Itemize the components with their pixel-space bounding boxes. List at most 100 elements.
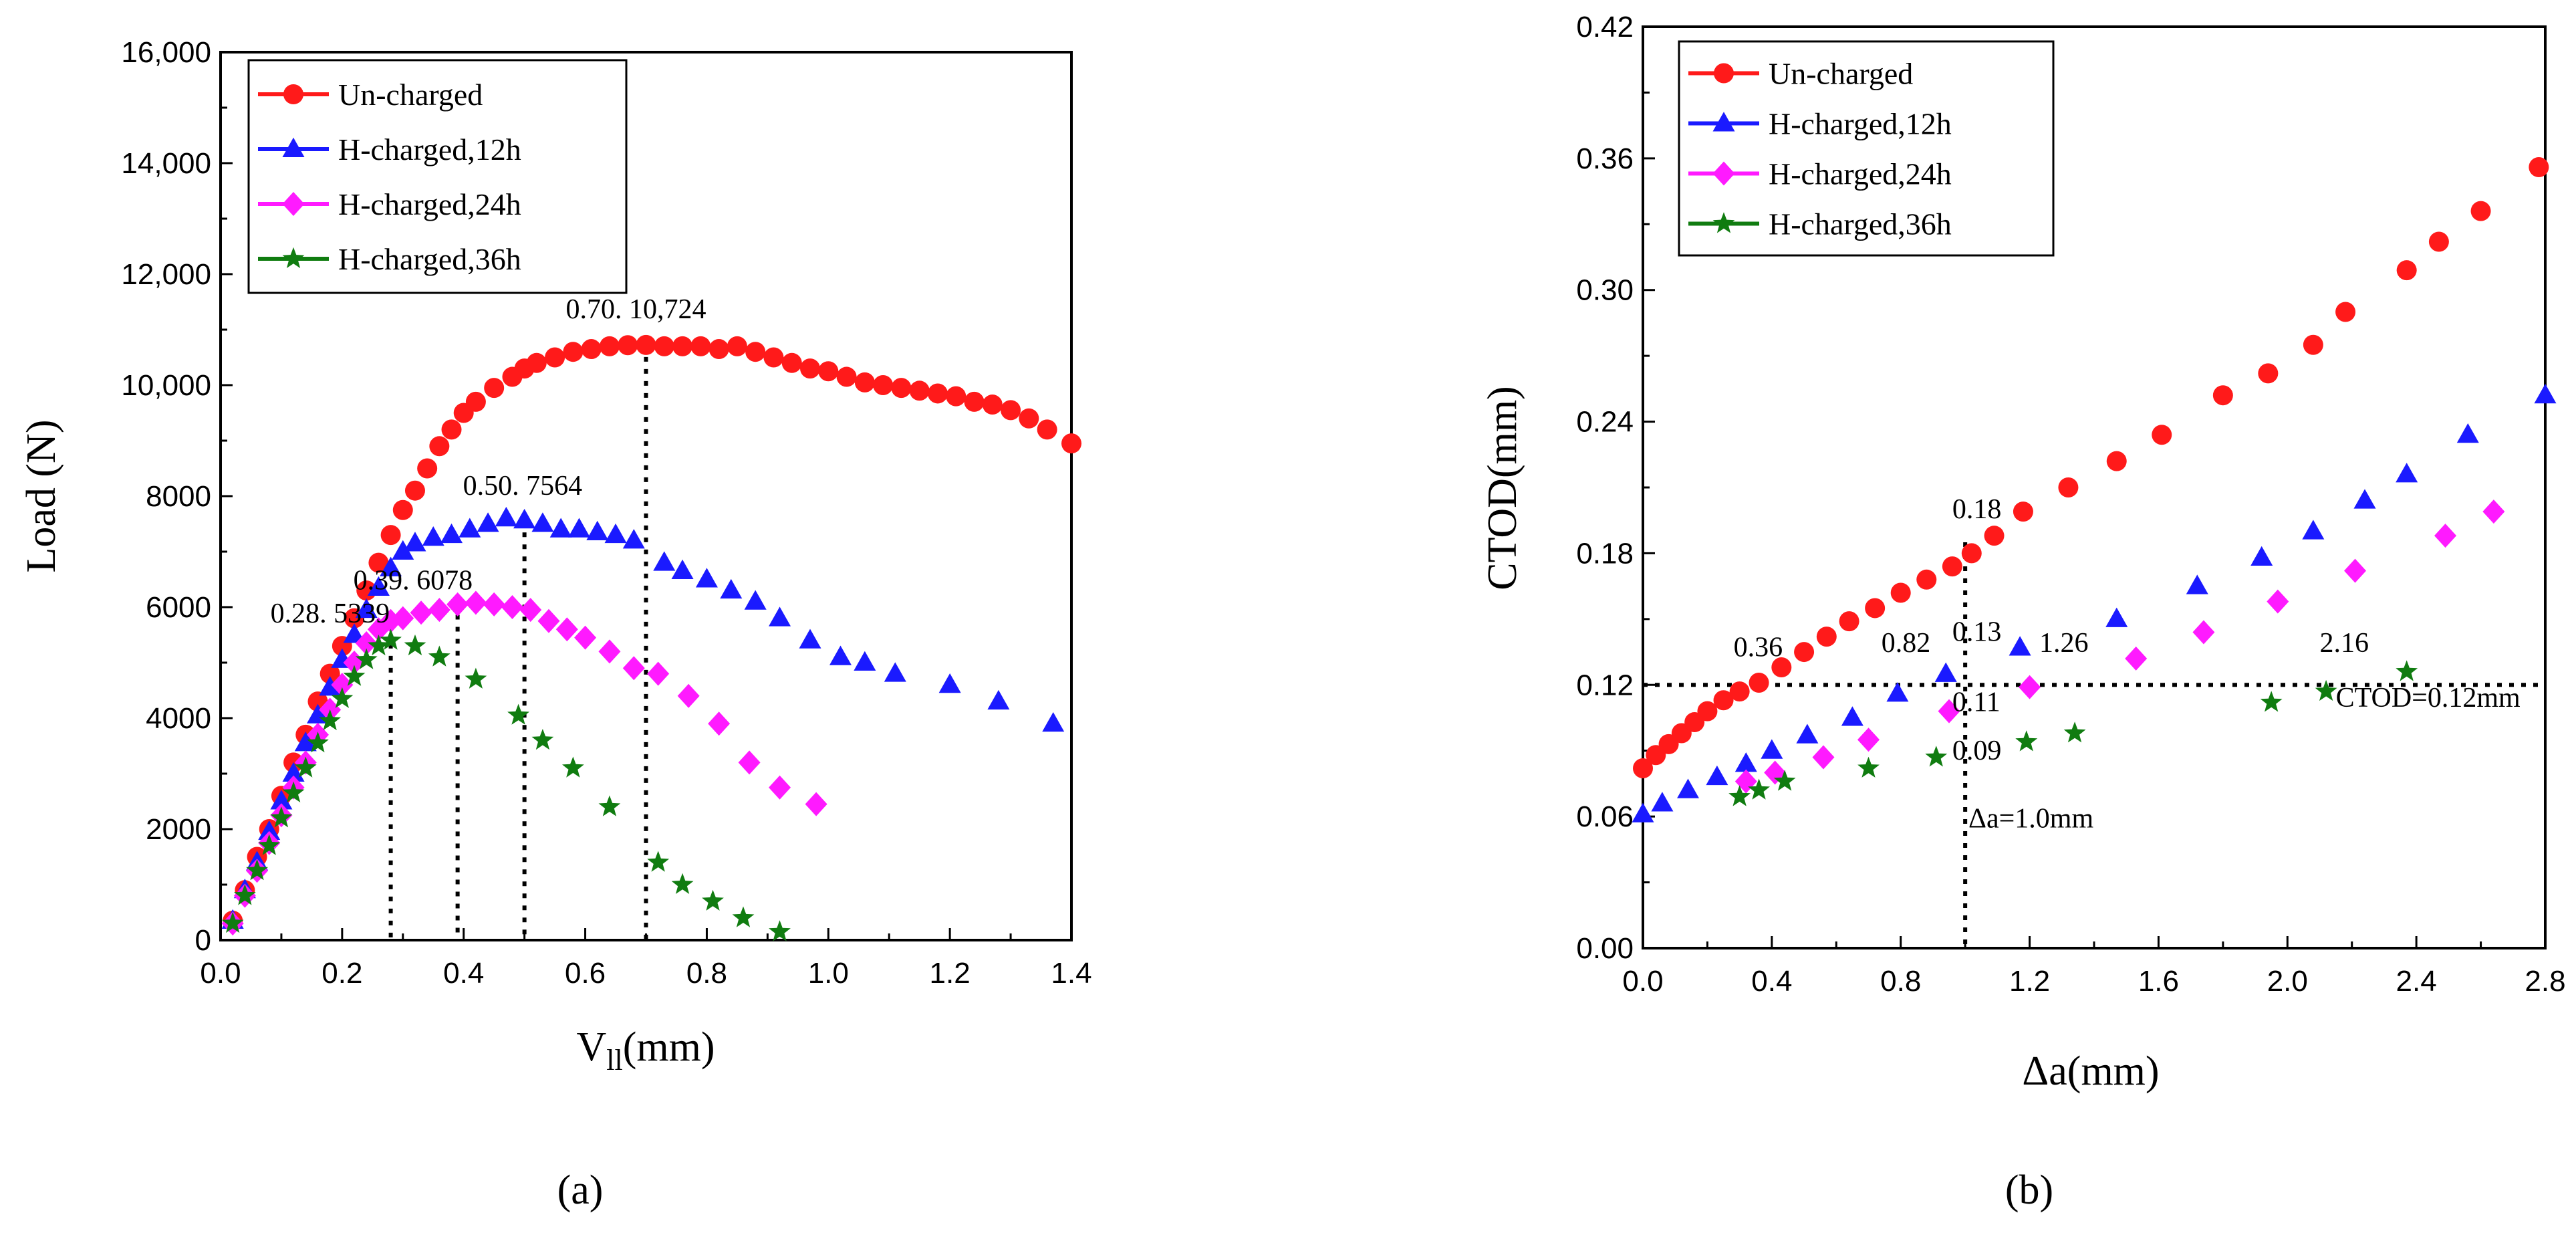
data-point [234,884,256,905]
panel-b-ctod-vs-crack-extension: 0.0 0.4 0.8 1.2 1.6 2.0 2.4 2.8 0.00 0.06 0.12 0.18… [1480,11,2566,1213]
data-point [1796,723,1819,744]
series-2 [1734,499,2505,794]
data-point [745,342,766,362]
data-point [738,750,761,775]
data-point [1984,526,2005,546]
legend-marker [1712,112,1735,132]
ctod-annotation: 0.18 [1952,494,2002,525]
data-point [1713,690,1734,711]
data-point [331,687,354,708]
data-point [799,629,821,649]
data-point [531,729,554,750]
data-point [428,598,450,623]
data-point [732,906,755,927]
data-point [618,335,638,356]
x-tick-label: 2.8 [2525,965,2565,998]
panel-label-b: (b) [2005,1167,2053,1213]
ctod-annotation: 0.82 [1882,628,1931,659]
data-point [1865,598,1886,619]
data-point [1761,739,1783,759]
data-point [2015,730,2038,752]
data-point [854,372,875,393]
data-point [1961,543,1982,564]
y-tick-label: 0.18 [1576,537,1634,570]
data-point [446,592,469,616]
data-point [392,606,414,631]
data-point [501,595,523,619]
data-point [1019,408,1039,429]
y-tick-label: 0.42 [1576,11,1634,43]
legend-box [1678,40,2055,257]
y-tick-label: 0.00 [1576,932,1634,965]
data-point [417,458,438,479]
data-point [763,347,784,368]
data-point [647,661,670,686]
legend-label: Un-charged [338,78,483,112]
data-point [1748,778,1770,800]
data-point [367,576,390,596]
data-point [2125,646,2148,671]
data-point [2470,201,2491,221]
data-point [805,792,827,816]
data-point [2212,385,2233,406]
data-point [574,625,597,650]
data-point [800,358,821,379]
data-point [270,790,293,810]
data-point [465,590,487,615]
ctod-annotation: 0.13 [1952,617,2002,648]
data-point [987,689,1010,710]
data-point [2192,620,2215,645]
data-point [380,525,401,546]
data-point [2013,501,2033,522]
data-point [355,648,378,669]
legend-marker [1712,212,1735,233]
ctod-annotation: CTOD=0.12mm [2336,683,2521,713]
data-point [598,639,621,664]
data-point [319,709,342,731]
data-point [2434,524,2457,548]
peak-annotation: 0.28. 5339 [271,598,390,629]
data-point [484,378,505,399]
data-point [708,711,731,736]
y-tick-label: 0.06 [1576,800,1634,833]
data-point [2105,607,2128,627]
data-point [246,859,268,881]
data-point [2396,463,2418,483]
series-0 [1633,156,2549,778]
data-point [441,419,462,440]
ctod-annotation: 0.09 [1952,736,2002,766]
data-point [2267,589,2289,614]
y-axis-title: CTOD(mm) [1480,386,1525,590]
data-point [1839,611,1859,632]
y-tick-label: 0.24 [1576,406,1634,439]
x-axis-title-unit: (mm) [623,1024,715,1070]
data-point [404,480,425,501]
peak-annotation: 0.39. 6078 [354,566,473,596]
data-point [440,523,463,544]
data-point [404,634,426,656]
y-tick-label: 2000 [146,813,211,846]
data-point [672,336,693,356]
data-point [368,552,389,573]
data-point [769,606,791,627]
data-point [829,645,852,665]
data-point [1916,569,1937,590]
data-point [1812,745,1835,770]
data-point [891,378,912,399]
data-point [294,732,317,752]
data-point [1677,778,1699,798]
data-point [392,540,414,560]
data-point [1728,785,1751,806]
data-point [355,598,378,619]
data-point [549,518,572,538]
data-point [410,600,432,625]
ctod-annotation: 1.26 [2039,628,2089,659]
x-tick-label: 1.0 [808,957,849,990]
data-point [702,889,724,911]
data-point [2529,156,2549,177]
legend-entry: Un-charged [258,78,483,112]
data-point [404,532,426,552]
x-axis-title: Δa(mm) [2022,1048,2159,1094]
legend-entry: H-charged,24h [1688,157,1952,191]
x-axis-title-main: V [577,1024,607,1070]
